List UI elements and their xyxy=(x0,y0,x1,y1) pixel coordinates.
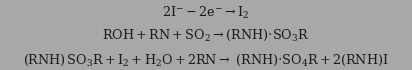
Text: $\rm (RNH)\,SO_{3}R + I_{2} + H_{2}O + 2RN \rightarrow \ (RNH){\cdot}SO_{4}R + 2: $\rm (RNH)\,SO_{3}R + I_{2} + H_{2}O + 2… xyxy=(23,53,389,69)
Text: $\rm 2I^{-} - 2e^{-} \rightarrow I_{2}$: $\rm 2I^{-} - 2e^{-} \rightarrow I_{2}$ xyxy=(162,5,250,21)
Text: $\rm ROH + RN + SO_{2} \rightarrow (RNH){\cdot}SO_{3}R$: $\rm ROH + RN + SO_{2} \rightarrow (RNH)… xyxy=(102,27,310,43)
